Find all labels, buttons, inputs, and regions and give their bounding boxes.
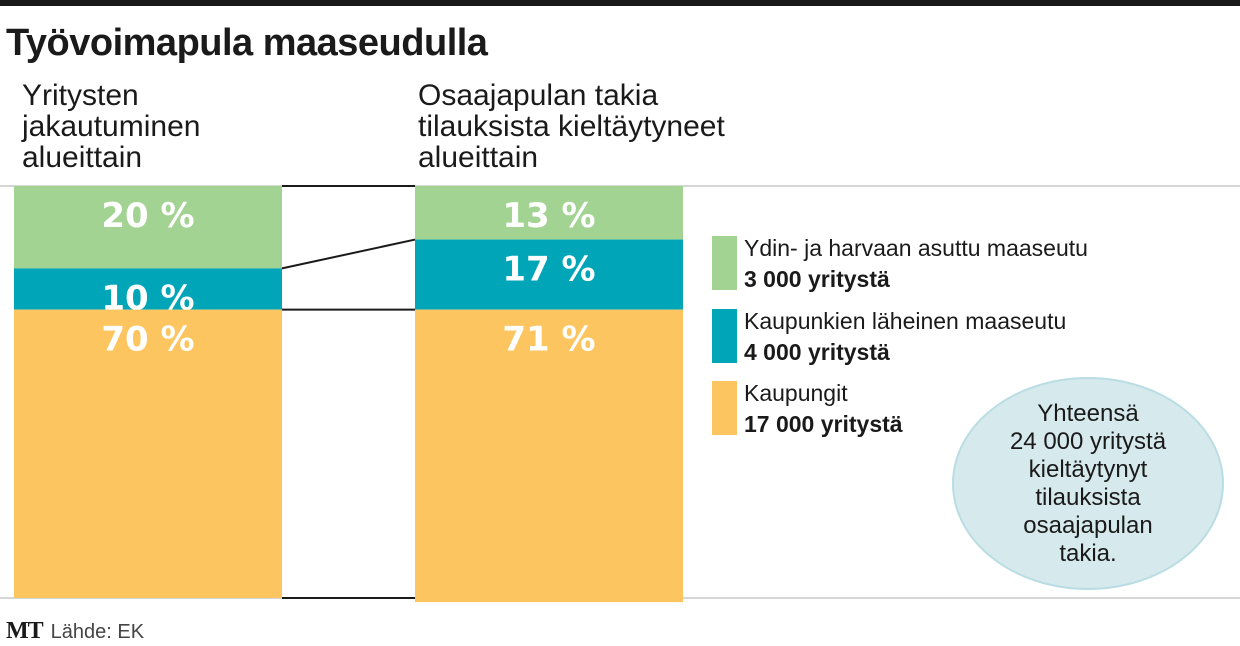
legend-name: Kaupungit [744,380,848,406]
bar-segment-label: 13 % [502,196,595,236]
chart-title: Työvoimapula maaseudulla [6,22,488,64]
bar-segment-label: 20 % [101,196,194,236]
footer: MT Lähde: EK [6,618,144,645]
top-rule [0,0,1240,6]
bar-segment-label: 71 % [502,320,595,360]
bar-segment-label: 17 % [502,250,595,290]
bar-segment [14,309,282,598]
legend-name: Kaupunkien läheinen maaseutu [744,308,1067,334]
legend-name: Ydin- ja harvaan asuttu maaseutu [744,235,1088,261]
left-heading-line: Yritysten [22,79,139,112]
left-heading-line: alueittain [22,141,143,174]
legend-swatch-cities [712,381,737,435]
source-credit: Lähde: EK [50,621,145,643]
left-heading-line: jakautuminen [22,110,201,143]
bubble-line: takia. [1059,539,1117,567]
legend-count: 3 000 yritystä [744,266,890,292]
bubble-line: tilauksista [1035,483,1141,511]
legend-swatch-rural [712,236,737,290]
left-column-heading: Yritysten jakautuminen alueittain [22,80,200,173]
bar-segment [14,268,282,310]
bar-segment-label: 70 % [101,320,194,360]
legend-count: 4 000 yritystä [744,339,890,365]
total-bubble: Yhteensä 24 000 yritystä kieltäytynyt ti… [952,377,1224,590]
bar-segment [14,186,282,269]
right-heading-line: tilauksista kieltäytyneet [418,110,725,143]
bubble-line: Yhteensä [1037,399,1139,427]
legend-count: 17 000 yritystä [744,411,903,437]
bar-segment [415,309,683,603]
bubble-line: osaajapulan [1023,511,1153,539]
bar-segment [415,186,683,240]
right-heading-line: alueittain [418,141,539,174]
right-heading-line: Osaajapulan takia [418,79,659,112]
bubble-line: 24 000 yritystä [1009,427,1167,455]
connector-line [281,238,416,270]
bar-segment [415,239,683,310]
mt-logo: MT [6,618,44,644]
bubble-line: kieltäytynyt [1028,455,1148,483]
right-column-heading: Osaajapulan takia tilauksista kieltäytyn… [418,80,725,173]
legend-swatch-near-city [712,309,737,363]
